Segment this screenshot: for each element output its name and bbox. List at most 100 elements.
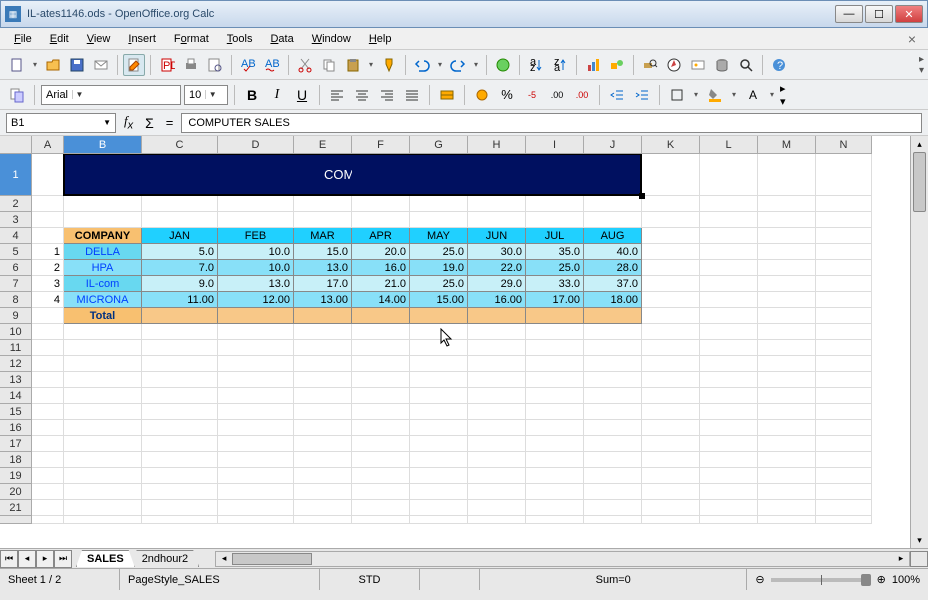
row-header-10[interactable]: 10 <box>0 324 32 340</box>
cell-D1[interactable] <box>218 154 294 196</box>
cell-A21[interactable] <box>32 500 64 516</box>
currency-icon[interactable] <box>471 84 493 106</box>
cell-K16[interactable] <box>642 420 700 436</box>
col-header-C[interactable]: C <box>142 136 218 154</box>
cell-E4[interactable]: MAR <box>294 228 352 244</box>
cell-L7[interactable] <box>700 276 758 292</box>
cell-N1[interactable] <box>816 154 872 196</box>
cell-E3[interactable] <box>294 212 352 228</box>
cell-I15[interactable] <box>526 404 584 420</box>
row-header-18[interactable]: 18 <box>0 452 32 468</box>
cell-A7[interactable]: 3 <box>32 276 64 292</box>
equals-icon[interactable]: = <box>162 115 178 130</box>
cell-C4[interactable]: JAN <box>142 228 218 244</box>
cell-L19[interactable] <box>700 468 758 484</box>
cell-F17[interactable] <box>352 436 410 452</box>
sheet-tab-2ndhour2[interactable]: 2ndhour2 <box>131 550 200 567</box>
cell-H14[interactable] <box>468 388 526 404</box>
cell-L14[interactable] <box>700 388 758 404</box>
select-all-corner[interactable] <box>0 136 32 154</box>
undo-dropdown[interactable]: ▾ <box>435 60 445 69</box>
cell-H2[interactable] <box>468 196 526 212</box>
cell-H18[interactable] <box>468 452 526 468</box>
cell-E7[interactable]: 17.0 <box>294 276 352 292</box>
cell-K13[interactable] <box>642 372 700 388</box>
cell-J8[interactable]: 18.00 <box>584 292 642 308</box>
cell-N2[interactable] <box>816 196 872 212</box>
row-header-2[interactable]: 2 <box>0 196 32 212</box>
cell-B7[interactable]: IL-com <box>64 276 142 292</box>
cell-F21[interactable] <box>352 500 410 516</box>
cell-C19[interactable] <box>142 468 218 484</box>
cell-F2[interactable] <box>352 196 410 212</box>
cell-J5[interactable]: 40.0 <box>584 244 642 260</box>
cell-L8[interactable] <box>700 292 758 308</box>
cell-D3[interactable] <box>218 212 294 228</box>
cell-N11[interactable] <box>816 340 872 356</box>
row-header-6[interactable]: 6 <box>0 260 32 276</box>
cell-A10[interactable] <box>32 324 64 340</box>
status-mode[interactable]: STD <box>320 569 420 590</box>
cell-F22[interactable] <box>352 516 410 524</box>
cell-C6[interactable]: 7.0 <box>142 260 218 276</box>
cell-L12[interactable] <box>700 356 758 372</box>
cell-D18[interactable] <box>218 452 294 468</box>
cell-N14[interactable] <box>816 388 872 404</box>
autospell-icon[interactable]: ABC <box>261 54 283 76</box>
cell-G15[interactable] <box>410 404 468 420</box>
cell-M14[interactable] <box>758 388 816 404</box>
cell-M12[interactable] <box>758 356 816 372</box>
col-header-F[interactable]: F <box>352 136 410 154</box>
spellcheck-icon[interactable]: ABC <box>237 54 259 76</box>
cell-C1[interactable] <box>142 154 218 196</box>
cell-I13[interactable] <box>526 372 584 388</box>
row-header-22[interactable] <box>0 516 32 524</box>
align-right-icon[interactable] <box>376 84 398 106</box>
bgcolor-dropdown[interactable]: ▾ <box>729 90 739 99</box>
cell-B1[interactable] <box>64 154 142 196</box>
cell-L3[interactable] <box>700 212 758 228</box>
cell-E1[interactable]: COMPUTER SALES <box>294 154 352 196</box>
cell-L10[interactable] <box>700 324 758 340</box>
gallery-icon[interactable] <box>687 54 709 76</box>
cell-I7[interactable]: 33.0 <box>526 276 584 292</box>
cell-B21[interactable] <box>64 500 142 516</box>
cell-J1[interactable] <box>584 154 642 196</box>
cell-M1[interactable] <box>758 154 816 196</box>
cell-M9[interactable] <box>758 308 816 324</box>
cell-M21[interactable] <box>758 500 816 516</box>
cell-reference-combo[interactable]: B1▼ <box>6 113 116 133</box>
cell-I8[interactable]: 17.00 <box>526 292 584 308</box>
cell-H20[interactable] <box>468 484 526 500</box>
font-name-combo[interactable]: Arial▼ <box>41 85 181 105</box>
menu-edit[interactable]: Edit <box>42 31 77 47</box>
cell-J14[interactable] <box>584 388 642 404</box>
cell-I18[interactable] <box>526 452 584 468</box>
cell-E2[interactable] <box>294 196 352 212</box>
help-icon[interactable]: ? <box>768 54 790 76</box>
cell-G17[interactable] <box>410 436 468 452</box>
cell-E11[interactable] <box>294 340 352 356</box>
cell-C2[interactable] <box>142 196 218 212</box>
cell-K6[interactable] <box>642 260 700 276</box>
col-header-L[interactable]: L <box>700 136 758 154</box>
menu-help[interactable]: Help <box>361 31 400 47</box>
status-sum[interactable]: Sum=0 <box>480 569 747 590</box>
col-header-K[interactable]: K <box>642 136 700 154</box>
cell-F19[interactable] <box>352 468 410 484</box>
cell-J9[interactable] <box>584 308 642 324</box>
cell-I5[interactable]: 35.0 <box>526 244 584 260</box>
row-header-9[interactable]: 9 <box>0 308 32 324</box>
redo-dropdown[interactable]: ▾ <box>471 60 481 69</box>
cell-D4[interactable]: FEB <box>218 228 294 244</box>
tab-first-icon[interactable]: ⏮ <box>0 550 18 568</box>
cell-F5[interactable]: 20.0 <box>352 244 410 260</box>
cell-C17[interactable] <box>142 436 218 452</box>
row-header-11[interactable]: 11 <box>0 340 32 356</box>
cell-J13[interactable] <box>584 372 642 388</box>
cell-D12[interactable] <box>218 356 294 372</box>
cell-A15[interactable] <box>32 404 64 420</box>
cell-I11[interactable] <box>526 340 584 356</box>
cell-F1[interactable] <box>352 154 410 196</box>
font-size-combo[interactable]: 10▼ <box>184 85 228 105</box>
